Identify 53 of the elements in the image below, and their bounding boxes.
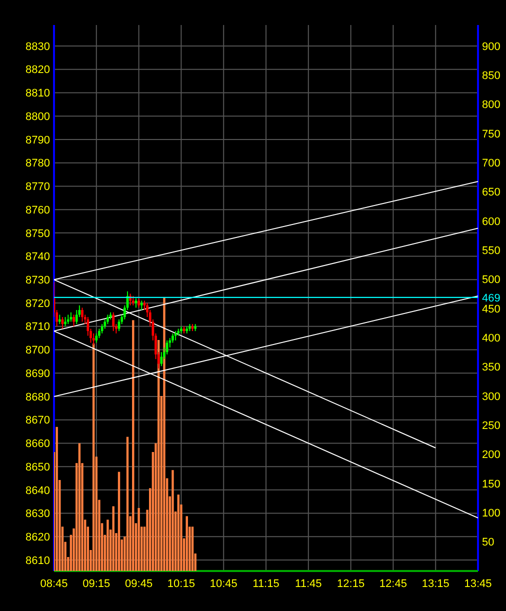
- y-tick-label: 8820: [26, 64, 50, 76]
- y-tick-label: 8810: [26, 88, 50, 100]
- x-tick-label: 10:15: [167, 578, 195, 590]
- x-tick-label: 11:15: [252, 578, 280, 590]
- y-tick-label: 8620: [26, 532, 50, 544]
- y2-tick-label: 550: [482, 245, 500, 258]
- y-tick-label: 8750: [26, 228, 50, 240]
- y-tick-label: 8680: [26, 391, 50, 404]
- y-tick-label: 8630: [26, 508, 50, 520]
- y-tick-label: 8780: [26, 158, 50, 170]
- y2-tick-label: 650: [482, 186, 500, 199]
- y-tick-label: 8640: [26, 484, 50, 497]
- x-tick-label: 09:15: [82, 578, 110, 590]
- y2-tick-label: 600: [482, 216, 500, 228]
- y-tick-label: 8720: [26, 298, 50, 310]
- y-tick-label: 8650: [26, 461, 50, 474]
- ref-line-label: 469: [482, 292, 500, 304]
- y-tick-label: 8670: [26, 414, 50, 427]
- y-tick-label: 8690: [26, 368, 50, 380]
- y2-tick-label: 50: [482, 536, 494, 549]
- y-tick-label: 8610: [26, 554, 50, 567]
- y-tick-label: 8710: [26, 321, 50, 334]
- y-tick-label: 8730: [26, 274, 50, 287]
- y2-tick-label: 400: [482, 332, 500, 345]
- y2-tick-label: 800: [482, 99, 500, 112]
- y-tick-label: 8790: [26, 134, 50, 146]
- y-tick-label: 8740: [26, 251, 50, 264]
- y2-tick-label: 250: [482, 420, 500, 432]
- y-tick-label: 8800: [26, 110, 50, 123]
- y2-tick-label: 750: [482, 128, 500, 140]
- y-tick-label: 8830: [26, 40, 50, 53]
- x-tick-label: 11:45: [295, 578, 322, 590]
- x-tick-label: 13:45: [464, 578, 492, 590]
- y2-tick-label: 100: [482, 508, 500, 520]
- y-tick-label: 8770: [26, 181, 50, 194]
- y-tick-label: 8700: [26, 344, 50, 357]
- y2-tick-label: 300: [482, 390, 500, 403]
- y2-tick-label: 150: [482, 478, 500, 490]
- y2-tick-label: 200: [482, 449, 500, 462]
- y2-tick-label: 350: [482, 362, 500, 374]
- y-tick-label: 8760: [26, 204, 50, 216]
- x-tick-label: 12:45: [379, 578, 407, 590]
- y2-tick-label: 450: [482, 303, 500, 316]
- x-tick-label: 09:45: [125, 578, 153, 590]
- y2-tick-label: 500: [482, 274, 500, 286]
- x-tick-label: 08:45: [40, 578, 68, 590]
- y-tick-label: 8660: [26, 438, 50, 450]
- x-tick-label: 12:15: [337, 578, 365, 590]
- x-tick-label: 10:45: [210, 578, 238, 590]
- x-tick-label: 13:15: [422, 578, 450, 590]
- y2-tick-label: 850: [482, 70, 500, 82]
- y2-tick-label: 700: [482, 158, 500, 170]
- y2-tick-label: 900: [482, 40, 500, 53]
